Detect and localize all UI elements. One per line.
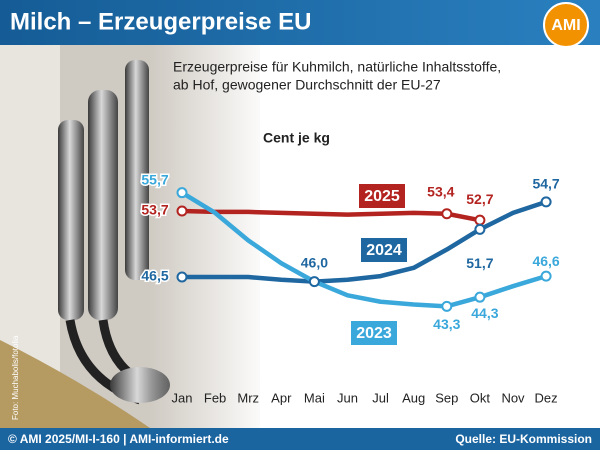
value-label: 55,7 bbox=[141, 171, 168, 187]
title: Milch – Erzeugerpreise EU bbox=[10, 8, 311, 35]
point bbox=[474, 291, 486, 303]
x-tick-label: Apr bbox=[271, 390, 292, 405]
photo-credit: Foto: Muchabolis/fotolia bbox=[11, 335, 20, 420]
logo-badge bbox=[543, 2, 589, 48]
legend-label: 2025 bbox=[364, 188, 400, 205]
x-tick-label: Mrz bbox=[237, 390, 259, 405]
value-label: 46,5 bbox=[141, 268, 168, 284]
plot: Jan Feb Mrz Apr Mai Jun Jul Aug Sep Okt Nov Dez 53,7… bbox=[140, 170, 562, 406]
photo bbox=[0, 45, 270, 428]
footer-left: © AMI 2025/MI-I-160 | AMI-informiert.de bbox=[8, 432, 229, 446]
point bbox=[308, 276, 320, 288]
subtitle-line: ab Hof, gewogener Durchschnitt der EU-27 bbox=[173, 77, 441, 93]
series-line bbox=[179, 190, 549, 309]
header-bar bbox=[0, 0, 600, 45]
x-tick-label: Jan bbox=[172, 390, 193, 405]
value-label: 46,0 bbox=[301, 254, 328, 270]
legend-label: 2024 bbox=[366, 242, 402, 259]
point bbox=[474, 214, 486, 226]
value-label: 54,7 bbox=[532, 176, 559, 192]
footer-right: Quelle: EU-Kommission bbox=[455, 432, 592, 446]
x-tick-label: Sep bbox=[435, 390, 458, 405]
unit-label: Cent je kg bbox=[263, 130, 330, 146]
x-tick-label: Jun bbox=[337, 390, 358, 405]
value-label: 53,4 bbox=[427, 183, 454, 199]
legend-box bbox=[351, 321, 397, 345]
logo: AMI bbox=[551, 17, 580, 34]
legend-box bbox=[359, 184, 405, 208]
legend-label: 2023 bbox=[356, 325, 392, 342]
x-tick-label: Dez bbox=[535, 390, 558, 405]
point bbox=[474, 223, 486, 235]
series-line bbox=[179, 208, 483, 223]
x-tick-label: Jul bbox=[372, 390, 389, 405]
point bbox=[176, 187, 188, 199]
value-label: 52,7 bbox=[466, 191, 493, 207]
series-line bbox=[179, 199, 549, 284]
value-label: 53,7 bbox=[141, 202, 168, 218]
point bbox=[441, 208, 453, 220]
point bbox=[176, 205, 188, 217]
value-label: 44,3 bbox=[471, 305, 498, 321]
value-label: 51,7 bbox=[466, 255, 493, 271]
x-tick-label: Nov bbox=[501, 390, 525, 405]
x-tick-label: Aug bbox=[402, 390, 425, 405]
x-tick-label: Feb bbox=[204, 390, 226, 405]
footer-bar bbox=[0, 428, 600, 450]
point bbox=[540, 196, 552, 208]
x-tick-label: Okt bbox=[470, 390, 491, 405]
point bbox=[176, 271, 188, 283]
value-label: 43,3 bbox=[433, 316, 460, 332]
point bbox=[441, 300, 453, 312]
subtitle-line: Erzeugerpreise für Kuhmilch, natürliche … bbox=[173, 59, 501, 75]
value-label: 46,6 bbox=[532, 253, 559, 269]
legend-box bbox=[361, 238, 407, 262]
x-tick-label: Mai bbox=[304, 390, 325, 405]
point bbox=[540, 270, 552, 282]
